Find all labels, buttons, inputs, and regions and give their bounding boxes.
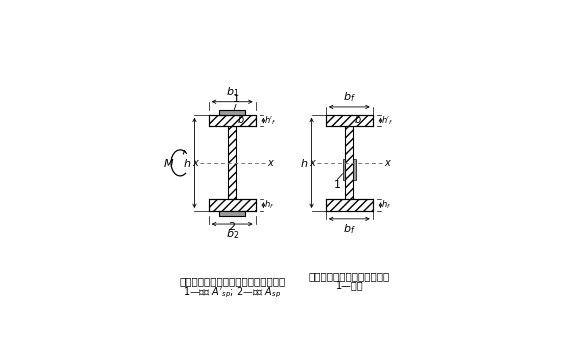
Text: 1—粘钢: 1—粘钢: [335, 280, 363, 290]
Text: $M$: $M$: [163, 157, 175, 169]
Text: $b_f$: $b_f$: [343, 90, 356, 104]
Text: x: x: [192, 158, 198, 168]
Bar: [209, 115, 256, 126]
Text: b: b: [354, 115, 361, 125]
Text: $h_f$: $h_f$: [381, 199, 392, 212]
Text: $h'_f$: $h'_f$: [264, 114, 277, 127]
Text: 1—粘钢 $A'_{sp}$; 2—粘钢 $A_{sp}$: 1—粘钢 $A'_{sp}$; 2—粘钢 $A_{sp}$: [183, 285, 281, 299]
Text: $h_f$: $h_f$: [264, 199, 274, 212]
Text: $b_2$: $b_2$: [226, 227, 239, 241]
Text: 工字形截面构件正截面受弯承载力计算: 工字形截面构件正截面受弯承载力计算: [179, 276, 285, 286]
Text: $b_1$: $b_1$: [226, 85, 239, 99]
Bar: [326, 199, 373, 211]
Text: 1: 1: [334, 180, 341, 190]
Text: $h$: $h$: [300, 157, 309, 169]
Bar: [326, 115, 373, 126]
Text: b: b: [237, 115, 244, 125]
Bar: [219, 110, 245, 115]
Text: 2: 2: [229, 222, 235, 232]
Bar: [353, 159, 356, 180]
Text: x: x: [267, 158, 273, 168]
Text: 1: 1: [233, 94, 240, 103]
Text: $h'_f$: $h'_f$: [381, 114, 394, 127]
Bar: [228, 126, 236, 199]
Bar: [209, 199, 256, 211]
Bar: [343, 159, 345, 180]
Text: x: x: [309, 158, 315, 168]
Bar: [345, 126, 353, 199]
Bar: [219, 211, 245, 216]
Text: $b_f$: $b_f$: [343, 222, 356, 236]
Text: 工字形截面构件受剪加固计算: 工字形截面构件受剪加固计算: [309, 271, 390, 281]
Text: $h$: $h$: [183, 157, 191, 169]
Text: x: x: [384, 158, 390, 168]
